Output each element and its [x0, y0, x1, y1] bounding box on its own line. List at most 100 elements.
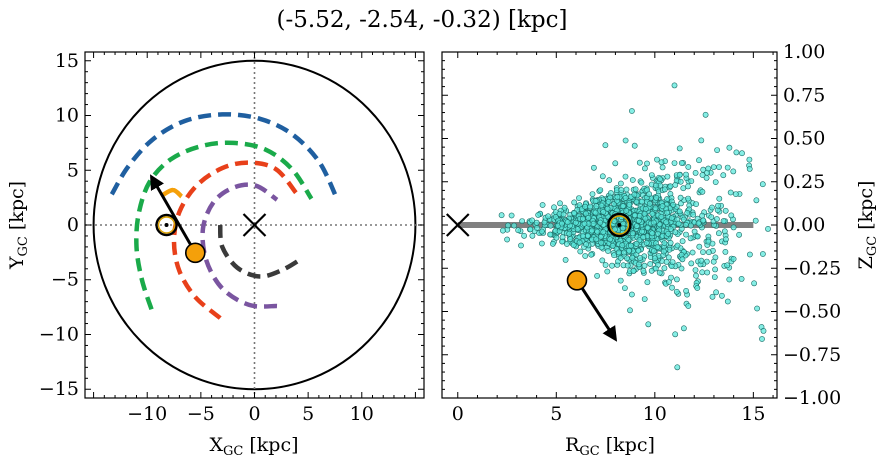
scatter-point — [572, 219, 579, 226]
scatter-point — [635, 217, 642, 224]
scatter-point — [622, 137, 629, 144]
scatter-point — [667, 226, 674, 232]
scatter-point — [630, 267, 637, 274]
gc-marker-right-b — [445, 213, 470, 237]
scatter-point — [724, 164, 731, 171]
left-ytick-label: 5 — [67, 159, 79, 181]
figure-title: (-5.52, -2.54, -0.32) [kpc] — [277, 7, 568, 33]
scatter-point — [535, 212, 542, 218]
scatter-point — [639, 198, 645, 205]
scatter-point — [633, 240, 640, 247]
scatter-point — [676, 145, 683, 152]
scatter-point — [716, 230, 722, 237]
scatter-point — [674, 276, 680, 283]
sun-symbol-outer — [155, 213, 178, 237]
scatter-point — [600, 208, 607, 215]
scatter-point — [738, 275, 745, 282]
scatter-point — [654, 156, 660, 163]
scatter-point — [692, 267, 699, 273]
scatter-point — [547, 222, 554, 229]
scatter-point — [629, 254, 636, 261]
scatter-point — [571, 210, 577, 216]
right-ylabel-sub: GC — [865, 236, 880, 256]
scatter-point — [624, 262, 631, 269]
scatter-point — [730, 256, 737, 262]
scatter-point — [623, 186, 630, 193]
scatter-point — [694, 285, 701, 291]
scatter-point — [636, 261, 642, 268]
scatter-point — [618, 180, 624, 187]
scatter-point — [726, 144, 733, 151]
scatter-point — [675, 220, 682, 227]
scatter-point — [720, 172, 727, 179]
left-xtick-label: 0 — [248, 403, 260, 425]
scatter-point — [588, 251, 595, 258]
scatter-point — [660, 248, 667, 255]
right-xtick-label: 10 — [643, 403, 667, 425]
scatter-point — [612, 160, 619, 167]
scatter-point — [661, 265, 668, 272]
scatter-point — [560, 211, 567, 218]
scatter-point — [644, 160, 650, 167]
scatter-point — [663, 258, 670, 265]
scatter-point — [705, 165, 712, 172]
scatter-point — [643, 239, 650, 246]
scatter-point — [645, 321, 652, 328]
scatter-point — [753, 197, 760, 204]
scatter-point — [759, 336, 765, 342]
scatter-point — [527, 226, 534, 233]
scatter-point — [700, 249, 706, 255]
left-ytick-label: 10 — [55, 105, 79, 127]
scatter-point — [730, 224, 737, 231]
sun-orbit-arc — [161, 187, 184, 199]
right-panel: 0 5 10 15 −1.00 −0.75 −0.50 −0.25 0.00 0.25 0.50 0.… — [441, 1, 880, 459]
scatter-point — [582, 203, 588, 210]
scatter-point — [562, 256, 569, 263]
scatter-point — [646, 191, 652, 197]
sun-symbol-dot — [164, 223, 169, 227]
scatter-point — [683, 171, 689, 178]
scatter-point — [760, 251, 766, 257]
scatter-point — [678, 160, 685, 166]
scatter-point — [679, 238, 686, 245]
scatter-point — [550, 240, 556, 247]
scatter-point — [687, 235, 694, 242]
scatter-point — [672, 331, 679, 338]
scatter-point — [650, 248, 657, 254]
scatter-point — [654, 230, 661, 237]
scatter-point — [752, 217, 759, 224]
left-xtick-label: −10 — [127, 403, 167, 425]
scatter-point — [684, 209, 691, 216]
scatter-point — [582, 253, 589, 259]
scatter-point — [694, 1, 699, 6]
scatter-point — [733, 191, 739, 197]
scatter-point — [597, 219, 604, 226]
scatter-point — [631, 191, 638, 198]
scatter-point — [727, 189, 734, 196]
scatter-point — [640, 234, 647, 241]
scatter-point — [688, 178, 695, 184]
scatter-point — [751, 280, 757, 287]
scatter-point — [650, 219, 657, 226]
scatter-point — [559, 234, 566, 241]
scatter-point — [621, 249, 627, 256]
scatter-point — [688, 260, 695, 267]
scatter-point — [624, 255, 630, 262]
scatter-point — [599, 257, 606, 264]
scatter-point — [696, 243, 703, 250]
scatter-point — [682, 221, 689, 228]
scatter-point — [708, 214, 715, 220]
scatter-point — [583, 210, 589, 217]
scatter-point — [659, 164, 666, 171]
left-ytick-label: 0 — [67, 214, 79, 236]
scatter-point — [640, 267, 647, 274]
scatter-point — [611, 252, 617, 259]
scatter-point — [724, 298, 731, 305]
scatter-point — [564, 219, 571, 226]
scatter-point — [728, 212, 735, 219]
scatter-point — [699, 212, 706, 219]
right-ytick-label: −0.75 — [783, 344, 841, 366]
arm-series-4 — [217, 224, 304, 279]
right-xtick-label: 0 — [452, 403, 464, 425]
scatter-point — [641, 296, 648, 302]
